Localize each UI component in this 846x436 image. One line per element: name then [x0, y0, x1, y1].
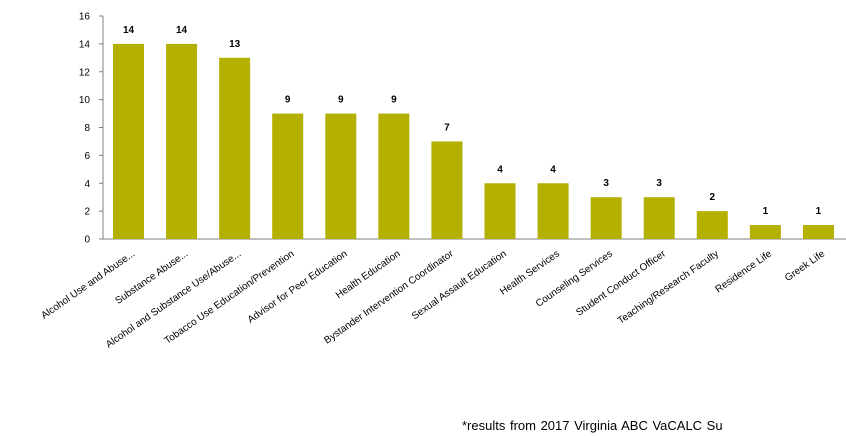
y-tick-label: 16: [79, 12, 91, 23]
y-tick-label: 2: [84, 207, 90, 218]
y-tick-label: 0: [84, 235, 90, 246]
bar: [590, 197, 622, 239]
bar-value-label: 2: [710, 192, 716, 203]
bar-value-label: 9: [338, 95, 344, 106]
x-category-label: Residence Life: [714, 248, 775, 295]
bar-value-label: 1: [763, 206, 769, 217]
bar-value-label: 7: [444, 122, 450, 133]
bar: [325, 113, 357, 239]
x-category-label: Alcohol Use and Abuse...: [39, 248, 137, 321]
bar: [113, 43, 144, 239]
bar-value-label: 9: [391, 95, 397, 106]
y-tick-label: 8: [84, 123, 90, 134]
bar-value-label: 13: [229, 39, 241, 50]
y-tick-label: 10: [79, 95, 91, 106]
chart-data-labels: 14 14 13 9 9 9 7 4 4 3 3 2 1 1: [123, 25, 822, 217]
bar-value-label: 14: [123, 25, 135, 36]
bar-value-label: 3: [656, 178, 662, 189]
bar: [802, 225, 834, 239]
x-category-label: Sexual Assault Education: [410, 248, 509, 322]
source-footnote: *results from 2017 Virginia ABC VaCALC S…: [462, 418, 723, 433]
x-category-label: Student Conduct Officer: [574, 248, 668, 319]
x-category-label: Teaching/Research Faculty: [616, 248, 721, 326]
bar: [484, 183, 516, 239]
bar: [378, 113, 410, 239]
bar: [749, 225, 781, 239]
bar: [219, 57, 251, 239]
y-tick-label: 4: [84, 179, 90, 190]
bar: [272, 113, 304, 239]
y-tick-label: 12: [79, 67, 91, 78]
x-category-label: Greek Life: [783, 248, 827, 284]
y-tick-label: 14: [79, 39, 91, 50]
bar-value-label: 3: [603, 178, 609, 189]
bar: [643, 197, 675, 239]
bar-value-label: 9: [285, 95, 291, 106]
bar: [166, 43, 198, 239]
bar-value-label: 14: [176, 25, 188, 36]
bar: [537, 183, 569, 239]
x-category-label: Advisor for Peer Education: [246, 248, 350, 325]
bar-value-label: 4: [497, 164, 503, 175]
chart-bars: [113, 43, 834, 239]
bar: [696, 211, 728, 239]
chart-category-labels: Alcohol Use and Abuse...Substance Abuse.…: [39, 248, 827, 351]
bar: [431, 141, 463, 239]
y-tick-label: 6: [84, 151, 90, 162]
bar-value-label: 4: [550, 164, 556, 175]
bar-value-label: 1: [816, 206, 822, 217]
